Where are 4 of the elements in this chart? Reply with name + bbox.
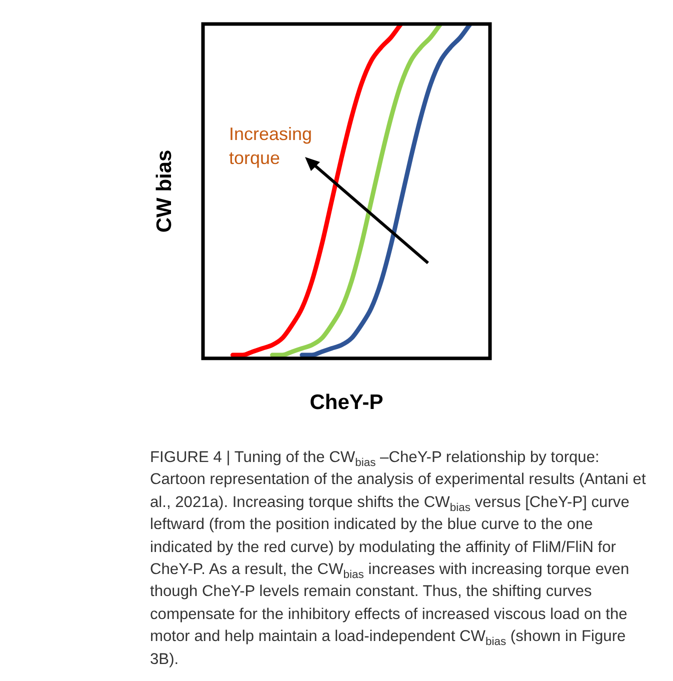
text: FIGURE 4 | Tuning of the CW$_{bias}$ –CheY-P relationship by torque: Cartoon representation of the analysis of experimental results (Antani et al., 2021a). Increasing torque shifts the CW$_{bias}$ versus [CheY-P] curve leftward (from the position indicated by the blue curve to the one indicated by the red curve) by modulating the affinity of FliM/FliN for CheY-P. As a result, the CW$_{bias}$ increases with increasing torque even though CheY-P levels remain constant. Thus, the shifting curves compensate for the inhibitory effects of increased viscous load on the motor and help maintain a load-independent CW$_{bias}$ (shown in Figure 3B). [150,449,646,668]
annotation: Increasing torque [229,123,314,170]
x-axis-title: CheY-P [310,391,384,414]
y-axis-title: CW bias [152,150,176,233]
